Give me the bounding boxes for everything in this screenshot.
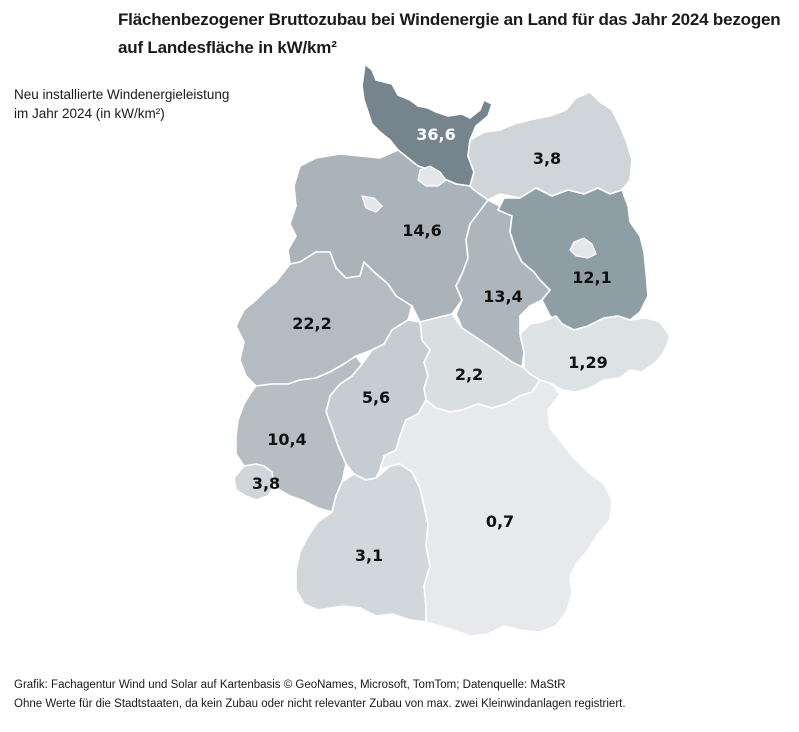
value-label-thueringen: 2,2 — [455, 365, 483, 384]
value-label-rheinland-pfalz: 10,4 — [267, 430, 306, 449]
city-state-bremen[interactable] — [361, 195, 383, 213]
state-bayern[interactable] — [379, 379, 613, 637]
value-label-niedersachsen: 14,6 — [402, 221, 441, 240]
legend-line-2: im Jahr 2024 (in kW/km²) — [14, 106, 165, 121]
value-label-hessen: 5,6 — [362, 388, 390, 407]
state-mecklenburg-vorpommern[interactable] — [467, 91, 633, 201]
legend-label: Neu installierte Windenergieleistung im … — [14, 85, 229, 123]
value-label-brandenburg: 12,1 — [572, 268, 611, 287]
value-label-nordrhein-westfalen: 22,2 — [292, 314, 331, 333]
city-state-berlin[interactable] — [569, 237, 597, 259]
state-brandenburg[interactable] — [497, 187, 649, 331]
value-label-saarland: 3,8 — [252, 474, 280, 493]
value-label-sachsen: 1,29 — [568, 353, 607, 372]
state-schleswig-holstein[interactable] — [361, 63, 493, 187]
legend-line-1: Neu installierte Windenergieleistung — [14, 87, 230, 102]
state-rheinland-pfalz[interactable] — [235, 355, 363, 513]
footer-note: Ohne Werte für die Stadtstaaten, da kein… — [14, 698, 626, 710]
value-label-schleswig-holstein: 36,6 — [416, 125, 455, 144]
value-label-mecklenburg-vorpommern: 3,8 — [533, 149, 561, 168]
value-label-bayern: 0,7 — [486, 512, 514, 531]
city-state-hamburg[interactable] — [417, 165, 447, 187]
value-label-sachsen-anhalt: 13,4 — [483, 287, 522, 306]
footer-source: Grafik: Fachagentur Wind und Solar auf K… — [14, 679, 566, 691]
map-title: Flächenbezogener Bruttozubau bei Windene… — [118, 10, 781, 57]
value-label-baden-wuerttemberg: 3,1 — [355, 546, 383, 565]
state-saarland[interactable] — [233, 463, 275, 501]
